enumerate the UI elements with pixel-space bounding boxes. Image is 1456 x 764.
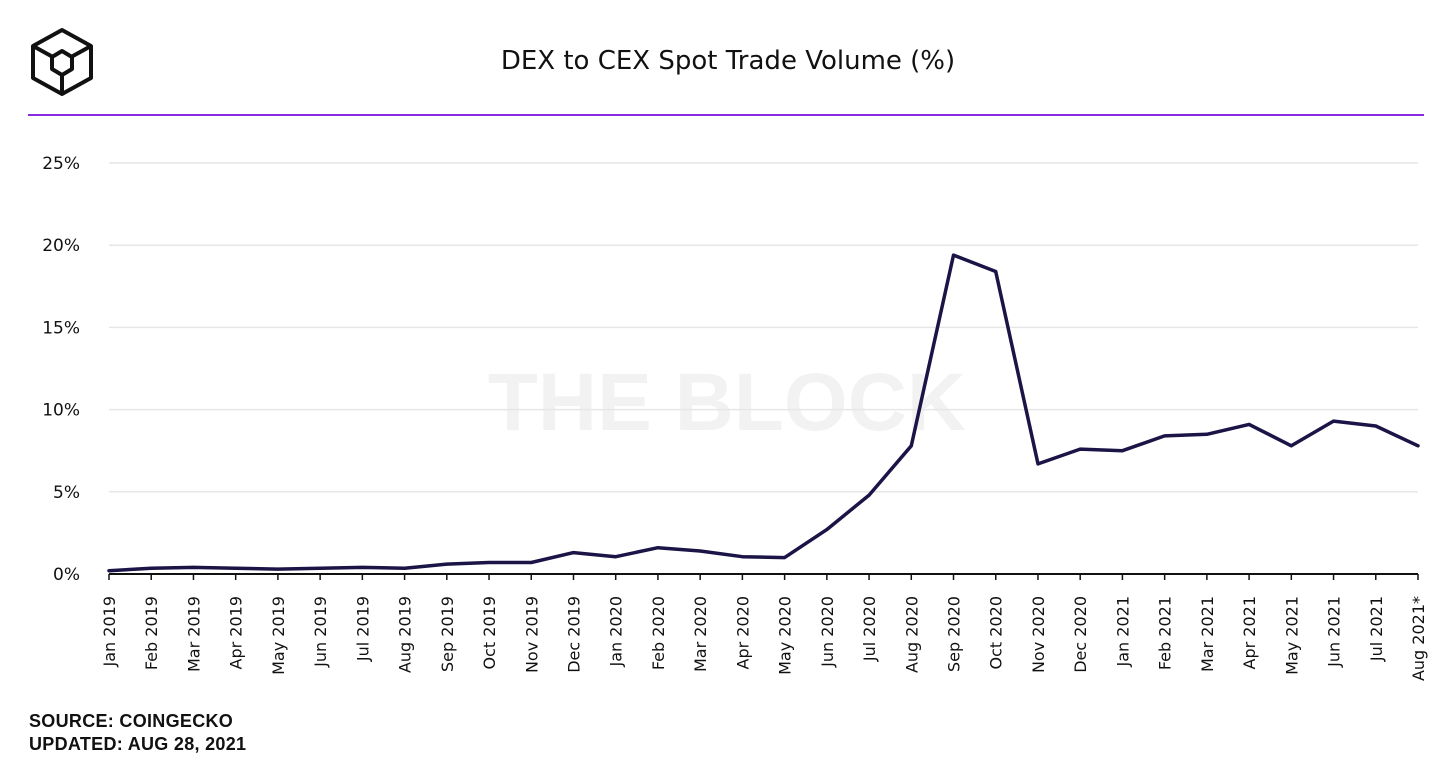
x-tick-label: Jun 2019 [311,596,330,668]
data-point [1036,462,1040,466]
data-point [867,493,871,497]
x-tick-label: Dec 2020 [1071,596,1090,673]
y-tick-label: 0% [53,565,80,585]
source-note: SOURCE: COINGECKO [29,711,234,731]
x-tick-label: Jan 2020 [607,596,626,667]
data-point [1289,444,1293,448]
data-point [1163,434,1167,438]
data-point [571,551,575,555]
x-tick-label: Jan 2021 [1113,596,1132,667]
data-point [1416,444,1420,448]
data-point [825,528,829,532]
x-axis-ticks: Jan 2019 Feb 2019 Mar 2019 Apr 2019 May 2019… [100,574,1428,681]
y-tick-label: 10% [42,401,80,421]
x-tick-label: Apr 2020 [733,596,752,669]
y-tick-label: 15% [42,318,80,338]
data-point [445,562,449,566]
x-tick-label: Apr 2019 [227,596,246,669]
x-tick-label: Aug 2020 [902,596,921,673]
x-tick-label: Oct 2020 [987,596,1006,669]
data-point [698,549,702,553]
data-point [656,546,660,550]
chart-title: DEX to CEX Spot Trade Volume (%) [500,46,956,76]
data-point [783,556,787,560]
data-point [952,253,956,257]
title-divider [28,114,1424,116]
data-point [529,560,533,564]
x-tick-label: Jul 2020 [860,596,879,662]
x-tick-label: Jul 2019 [353,596,372,662]
data-point [1247,422,1251,426]
x-tick-label: May 2019 [269,596,288,675]
x-tick-label: Sep 2020 [945,596,964,672]
x-tick-label: Nov 2020 [1029,596,1048,673]
watermark: THE BLOCK [488,357,966,448]
x-tick-label: Jan 2019 [100,596,119,667]
data-point [1078,447,1082,451]
grid-lines [109,162,1418,493]
x-tick-label: Jun 2021 [1325,596,1344,668]
data-point [1120,449,1124,453]
data-point [318,566,322,570]
data-point [740,555,744,559]
y-axis-ticks: 0% 5% 10% 15% 20% 25% [42,154,80,585]
data-point [1205,432,1209,436]
x-tick-label: Sep 2019 [438,596,457,672]
x-tick-label: Aug 2019 [396,596,415,673]
data-point [1332,419,1336,423]
x-tick-label: May 2020 [776,596,795,675]
data-point [487,560,491,564]
data-point [1374,424,1378,428]
x-tick-label: Mar 2019 [184,596,203,672]
x-tick-label: Aug 2021* [1409,596,1428,681]
data-point [994,270,998,274]
data-point [403,566,407,570]
data-point [149,566,153,570]
x-tick-label: Feb 2019 [142,596,161,670]
x-tick-label: May 2021 [1282,596,1301,675]
x-tick-label: Feb 2021 [1156,596,1175,670]
x-tick-label: Dec 2019 [564,596,583,673]
y-tick-label: 20% [42,236,80,256]
data-point [614,555,618,559]
x-tick-label: Oct 2019 [480,596,499,669]
y-tick-label: 25% [42,154,80,174]
data-point [234,566,238,570]
the-block-cube-logo [28,26,96,96]
updated-note: UPDATED: AUG 28, 2021 [29,734,247,754]
data-point [107,569,111,573]
data-point [909,444,913,448]
x-tick-label: Feb 2020 [649,596,668,670]
series-line [107,253,1420,573]
x-tick-label: Jul 2021 [1367,596,1386,662]
data-point [360,565,364,569]
x-tick-label: Jun 2020 [818,596,837,668]
series-layer [107,253,1420,573]
x-tick-label: Apr 2021 [1240,596,1259,669]
y-tick-label: 5% [53,483,80,503]
x-tick-label: Mar 2020 [691,596,710,672]
data-point [191,565,195,569]
data-point [276,567,280,571]
x-tick-label: Mar 2021 [1198,596,1217,672]
x-tick-label: Nov 2019 [522,596,541,673]
